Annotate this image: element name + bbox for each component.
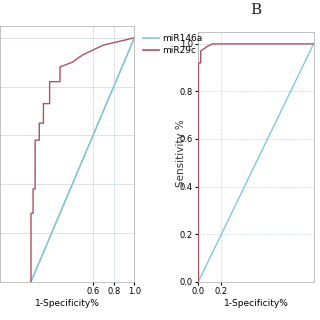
X-axis label: 1-Specificity%: 1-Specificity% [224,299,288,308]
Text: B: B [251,3,261,17]
X-axis label: 1-Specificity%: 1-Specificity% [35,299,100,308]
Legend: miR146a, miR29c: miR146a, miR29c [139,30,206,59]
Text: Sensitivity %: Sensitivity % [176,120,186,188]
